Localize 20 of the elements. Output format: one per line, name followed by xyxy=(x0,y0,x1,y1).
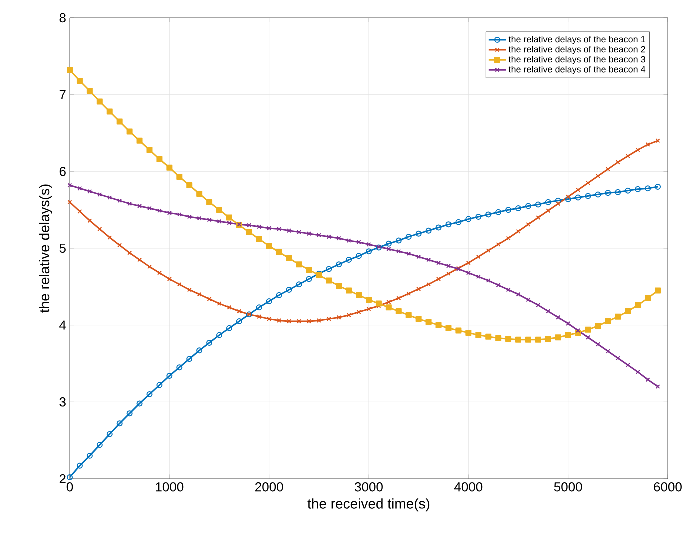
x-tick-label: 2000 xyxy=(256,482,284,492)
x-tick-label: 6000 xyxy=(654,482,682,492)
legend-label: the relative delays of the beacon 3 xyxy=(508,56,646,64)
y-tick-label: 6 xyxy=(60,167,66,176)
x-tick-label: 1000 xyxy=(156,482,184,492)
y-tick-label: 2 xyxy=(60,474,66,484)
legend-label: the relative delays of the beacon 2 xyxy=(508,46,646,54)
y-tick-label: 3 xyxy=(60,398,66,407)
y-tick-label: 4 xyxy=(60,320,66,330)
x-axis-title: the received time(s) xyxy=(308,498,430,512)
y-tick-label: 5 xyxy=(60,244,66,254)
x-tick-label: 3000 xyxy=(355,482,383,492)
y-tick-label: 7 xyxy=(60,90,66,100)
x-tick-label: 0 xyxy=(66,482,74,492)
x-tick-label: 4000 xyxy=(454,482,483,492)
y-axis-title: the relative delays(s) xyxy=(39,184,52,313)
y-tick-label: 8 xyxy=(60,13,66,23)
legend-label: the relative delays of the beacon 1 xyxy=(508,36,646,44)
legend-label: the relative delays of the beacon 4 xyxy=(508,66,646,74)
x-tick-label: 5000 xyxy=(554,482,582,492)
